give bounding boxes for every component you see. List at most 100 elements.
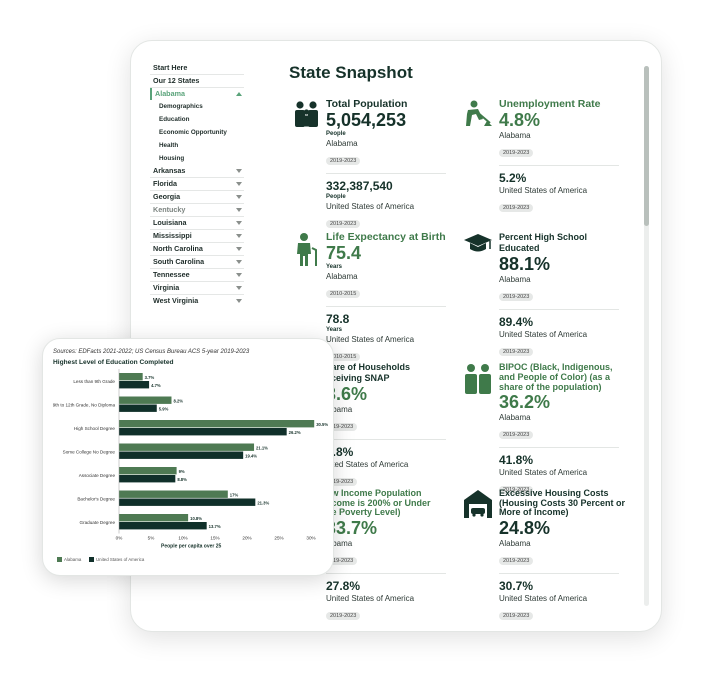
compare-value: 30.7% bbox=[499, 578, 534, 593]
bar-alabama bbox=[119, 467, 177, 475]
compare-unit: Years bbox=[326, 327, 343, 333]
chevron-down-icon[interactable] bbox=[236, 195, 242, 199]
compare-value: 1.8% bbox=[326, 445, 354, 459]
elderly-person-icon bbox=[297, 233, 317, 266]
nav-state-label: West Virginia bbox=[153, 296, 199, 305]
year-badge: 2019-2023 bbox=[499, 431, 534, 439]
metric-value: 36.2% bbox=[499, 392, 551, 412]
metric-place: Alabama bbox=[499, 131, 531, 140]
metric-place: Alabama bbox=[326, 272, 358, 281]
two-people-icon bbox=[465, 364, 491, 394]
metric-place: labama bbox=[326, 538, 353, 548]
graduation-cap-icon bbox=[464, 234, 492, 252]
page-title: State Snapshot bbox=[289, 63, 413, 82]
category-label: Less than 9th Grade bbox=[73, 379, 115, 384]
x-tick-label: 25% bbox=[274, 536, 283, 541]
education-bar-chart: Less than 9th Grade 3.7% 4.7% 9th to 12th G… bbox=[53, 369, 328, 562]
nav-south-carolina[interactable]: South Carolina bbox=[150, 256, 244, 269]
nav-georgia[interactable]: Georgia bbox=[150, 191, 244, 204]
chevron-down-icon[interactable] bbox=[236, 208, 242, 212]
data-label: 10.8% bbox=[190, 516, 202, 521]
metric-value: 75.4 bbox=[326, 243, 362, 263]
nav-sub-housing[interactable]: Housing bbox=[159, 155, 185, 162]
compare-place: United States of America bbox=[326, 593, 415, 603]
nav-state-label: Kentucky bbox=[153, 205, 186, 214]
chevron-down-icon[interactable] bbox=[236, 182, 242, 186]
nav-state-label: Louisiana bbox=[153, 218, 187, 227]
digging-worker-icon bbox=[466, 100, 492, 126]
year-badge: 019-2023 bbox=[326, 556, 358, 565]
nav-west-virginia[interactable]: West Virginia bbox=[150, 295, 244, 307]
nav-florida[interactable]: Florida bbox=[150, 178, 244, 191]
x-tick-label: 0% bbox=[116, 536, 123, 541]
nav-sub-economic-opportunity[interactable]: Economic Opportunity bbox=[159, 129, 227, 136]
compare-place: United States of America bbox=[499, 468, 588, 477]
bar-alabama bbox=[119, 373, 143, 381]
chart-title: Highest Level of Education Completed bbox=[53, 359, 174, 366]
metric-place: Alabama bbox=[499, 538, 531, 548]
nav-north-carolina[interactable]: North Carolina bbox=[150, 243, 244, 256]
nav-mississippi[interactable]: Mississippi bbox=[150, 230, 244, 243]
chevron-down-icon[interactable] bbox=[236, 286, 242, 290]
nav-state-label: North Carolina bbox=[153, 244, 203, 253]
metric-name-line2: ncome is 200% or Under bbox=[326, 497, 431, 508]
compare-value: 78.8 bbox=[326, 312, 350, 326]
year-badge: 2019-2023 bbox=[499, 149, 534, 157]
metric-name: Percent High School Educated bbox=[499, 232, 588, 253]
data-label: 17% bbox=[230, 492, 239, 497]
metric-name: hare of Households bbox=[326, 362, 411, 372]
chevron-down-icon[interactable] bbox=[236, 299, 242, 303]
chevron-down-icon[interactable] bbox=[236, 234, 242, 238]
chevron-down-icon[interactable] bbox=[236, 221, 242, 225]
nav-our-12-states[interactable]: Our 12 States bbox=[150, 75, 244, 88]
nav-sub-education[interactable]: Education bbox=[159, 116, 190, 123]
category-label: 9th to 12th Grade, No Diploma bbox=[53, 403, 116, 408]
nav-kentucky[interactable]: Kentucky bbox=[150, 204, 244, 217]
nav-arkansas[interactable]: Arkansas bbox=[150, 165, 244, 178]
year-badge: 2019-2023 bbox=[499, 556, 534, 565]
chevron-down-icon[interactable] bbox=[236, 260, 242, 264]
nav-start-here[interactable]: Start Here bbox=[150, 62, 244, 75]
nav-state-label: Tennessee bbox=[153, 270, 190, 279]
nav-louisiana[interactable]: Louisiana bbox=[150, 217, 244, 230]
chevron-down-icon[interactable] bbox=[236, 169, 242, 173]
scrollbar-thumb[interactable] bbox=[644, 66, 649, 226]
nav-sub-health[interactable]: Health bbox=[159, 142, 179, 149]
metric-name: Unemployment Rate bbox=[499, 98, 601, 110]
house-garage-icon bbox=[464, 490, 492, 518]
data-label: 21.1% bbox=[256, 445, 268, 450]
compare-place: United States of America bbox=[499, 330, 588, 339]
chevron-down-icon[interactable] bbox=[236, 273, 242, 277]
data-label: 4.7% bbox=[151, 383, 161, 388]
year-badge: 2019-2023 bbox=[326, 220, 361, 228]
nav-alabama[interactable]: Alabama bbox=[150, 88, 244, 100]
chevron-down-icon[interactable] bbox=[236, 247, 242, 251]
chevron-up-icon[interactable] bbox=[236, 92, 242, 96]
education-chart-card: Sources: EDFacts 2021-2022; US Census Bu… bbox=[42, 338, 334, 576]
metric-place: Alabama bbox=[499, 275, 531, 284]
metric-place: Alabama bbox=[499, 413, 531, 422]
year-badge: 2019-2023 bbox=[499, 348, 534, 356]
x-tick-label: 30% bbox=[306, 536, 315, 541]
scrollbar[interactable] bbox=[644, 66, 649, 606]
nav-tennessee[interactable]: Tennessee bbox=[150, 269, 244, 282]
nav-sub-demographics[interactable]: Demographics bbox=[159, 103, 203, 110]
year-badge: 2010-2015 bbox=[326, 353, 361, 361]
nav-state-label: Georgia bbox=[153, 192, 181, 201]
nav-virginia[interactable]: Virginia bbox=[150, 282, 244, 295]
x-tick-label: 5% bbox=[148, 536, 155, 541]
divider bbox=[499, 447, 619, 448]
metric-value: 5,054,253 bbox=[326, 110, 407, 130]
bar-usa bbox=[119, 475, 176, 483]
bar-usa bbox=[119, 451, 244, 459]
data-label: 9% bbox=[179, 469, 185, 474]
data-label: 26.2% bbox=[289, 430, 301, 435]
nav-state-label: Arkansas bbox=[153, 166, 186, 175]
metric-name-line3: he Poverty Level) bbox=[326, 507, 401, 517]
nav-state-label: Florida bbox=[153, 179, 177, 188]
category-label: Some College No Degree bbox=[63, 450, 116, 455]
metric-name-line2: eceiving SNAP bbox=[326, 373, 390, 383]
metric-value: 88.1% bbox=[499, 254, 551, 274]
compare-place: United States of America bbox=[326, 335, 415, 344]
nav-state-label: South Carolina bbox=[153, 257, 205, 266]
